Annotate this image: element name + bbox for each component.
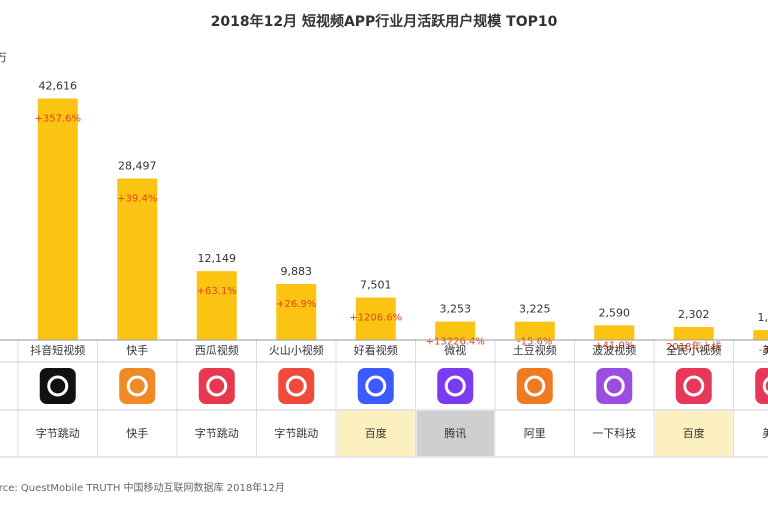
bar [435,321,476,340]
bar [673,326,714,340]
app-icon-glyph [683,375,705,397]
app-icon [39,368,76,404]
company-label: 腾讯 [444,426,466,440]
bar [37,98,78,340]
growth-label: +39.4% [117,194,157,205]
app-icon-glyph [444,375,466,397]
x-tick-label: 快手 [126,343,148,357]
app-icon [596,368,633,404]
value-label: 3,253 [440,303,472,316]
bar [276,283,317,340]
company-label: 一下科技 [592,426,636,440]
app-icon [357,368,394,404]
value-label: 9,883 [281,265,313,278]
growth-label: +357.6% [34,114,81,125]
bar [196,271,237,340]
x-tick-label: 全民小视频 [666,343,721,357]
value-label: 2,302 [678,308,710,321]
value-label: 42,616 [39,80,78,93]
value-label: 2,590 [599,306,631,319]
x-tick-label: 微视 [444,343,466,357]
app-icon-glyph [47,375,69,397]
app-icon-glyph [285,375,307,397]
growth-label: 2018年上线 [666,340,721,353]
bar [594,325,635,340]
bar [753,330,768,340]
app-icon-glyph [524,375,546,397]
app-icon [755,368,768,404]
growth-label: +41.0% [594,340,634,351]
source-note: Source: QuestMobile TRUTH 中国移动互联网数据库 201… [0,481,285,494]
company-label: 快手 [126,426,148,440]
x-tick-label: 波波视频 [592,343,636,357]
growth-label: -15.6% [517,337,552,348]
app-icon-glyph [365,375,387,397]
company-cell-bg [416,411,494,456]
growth-label: +13226.4% [426,337,485,348]
growth-label: +26.9% [276,299,316,310]
x-tick-label: 西瓜视频 [195,343,239,357]
company-label: 百度 [683,426,705,440]
bar [355,297,396,340]
app-icon [198,368,235,404]
unit-label: 万 [0,51,7,64]
growth-label: -3.6% [759,345,768,356]
app-icon [437,368,474,404]
company-label: 阿里 [524,427,546,440]
app-icon [119,368,156,404]
growth-label: +63.1% [197,286,237,297]
x-tick-label: 抖音短视频 [30,343,85,357]
value-label: 7,501 [360,278,392,291]
app-icon-glyph [603,375,625,397]
growth-label: +1206.6% [349,312,402,323]
app-icon-glyph [762,376,768,396]
company-label: 字节跳动 [36,426,80,440]
x-tick-label: 好看视频 [354,343,398,357]
company-label: 字节跳动 [274,426,318,440]
app-icon-glyph [126,375,148,397]
company-label: 字节跳动 [195,426,239,440]
app-icon [516,368,553,404]
company-label: 百度 [365,426,387,440]
app-icon [278,368,315,404]
bar [514,321,555,340]
app-icon [675,368,712,404]
bar [117,178,158,340]
company-cell-bg [655,411,733,456]
value-label: 12,149 [198,252,237,265]
value-label: 3,225 [519,303,551,316]
x-tick-label: 火山小视频 [269,343,324,357]
chart-title: 2018年12月 短视频APP行业月活跃用户规模 TOP10 [211,13,558,30]
company-cell-bg [337,411,415,456]
x-tick-label: 土豆视频 [513,343,557,357]
value-label: 1,750 [758,311,768,324]
value-label: 28,497 [118,160,157,173]
company-label: 美图 [762,427,768,440]
app-icon-glyph [206,375,228,397]
x-tick-label: 美拍 [762,343,768,357]
